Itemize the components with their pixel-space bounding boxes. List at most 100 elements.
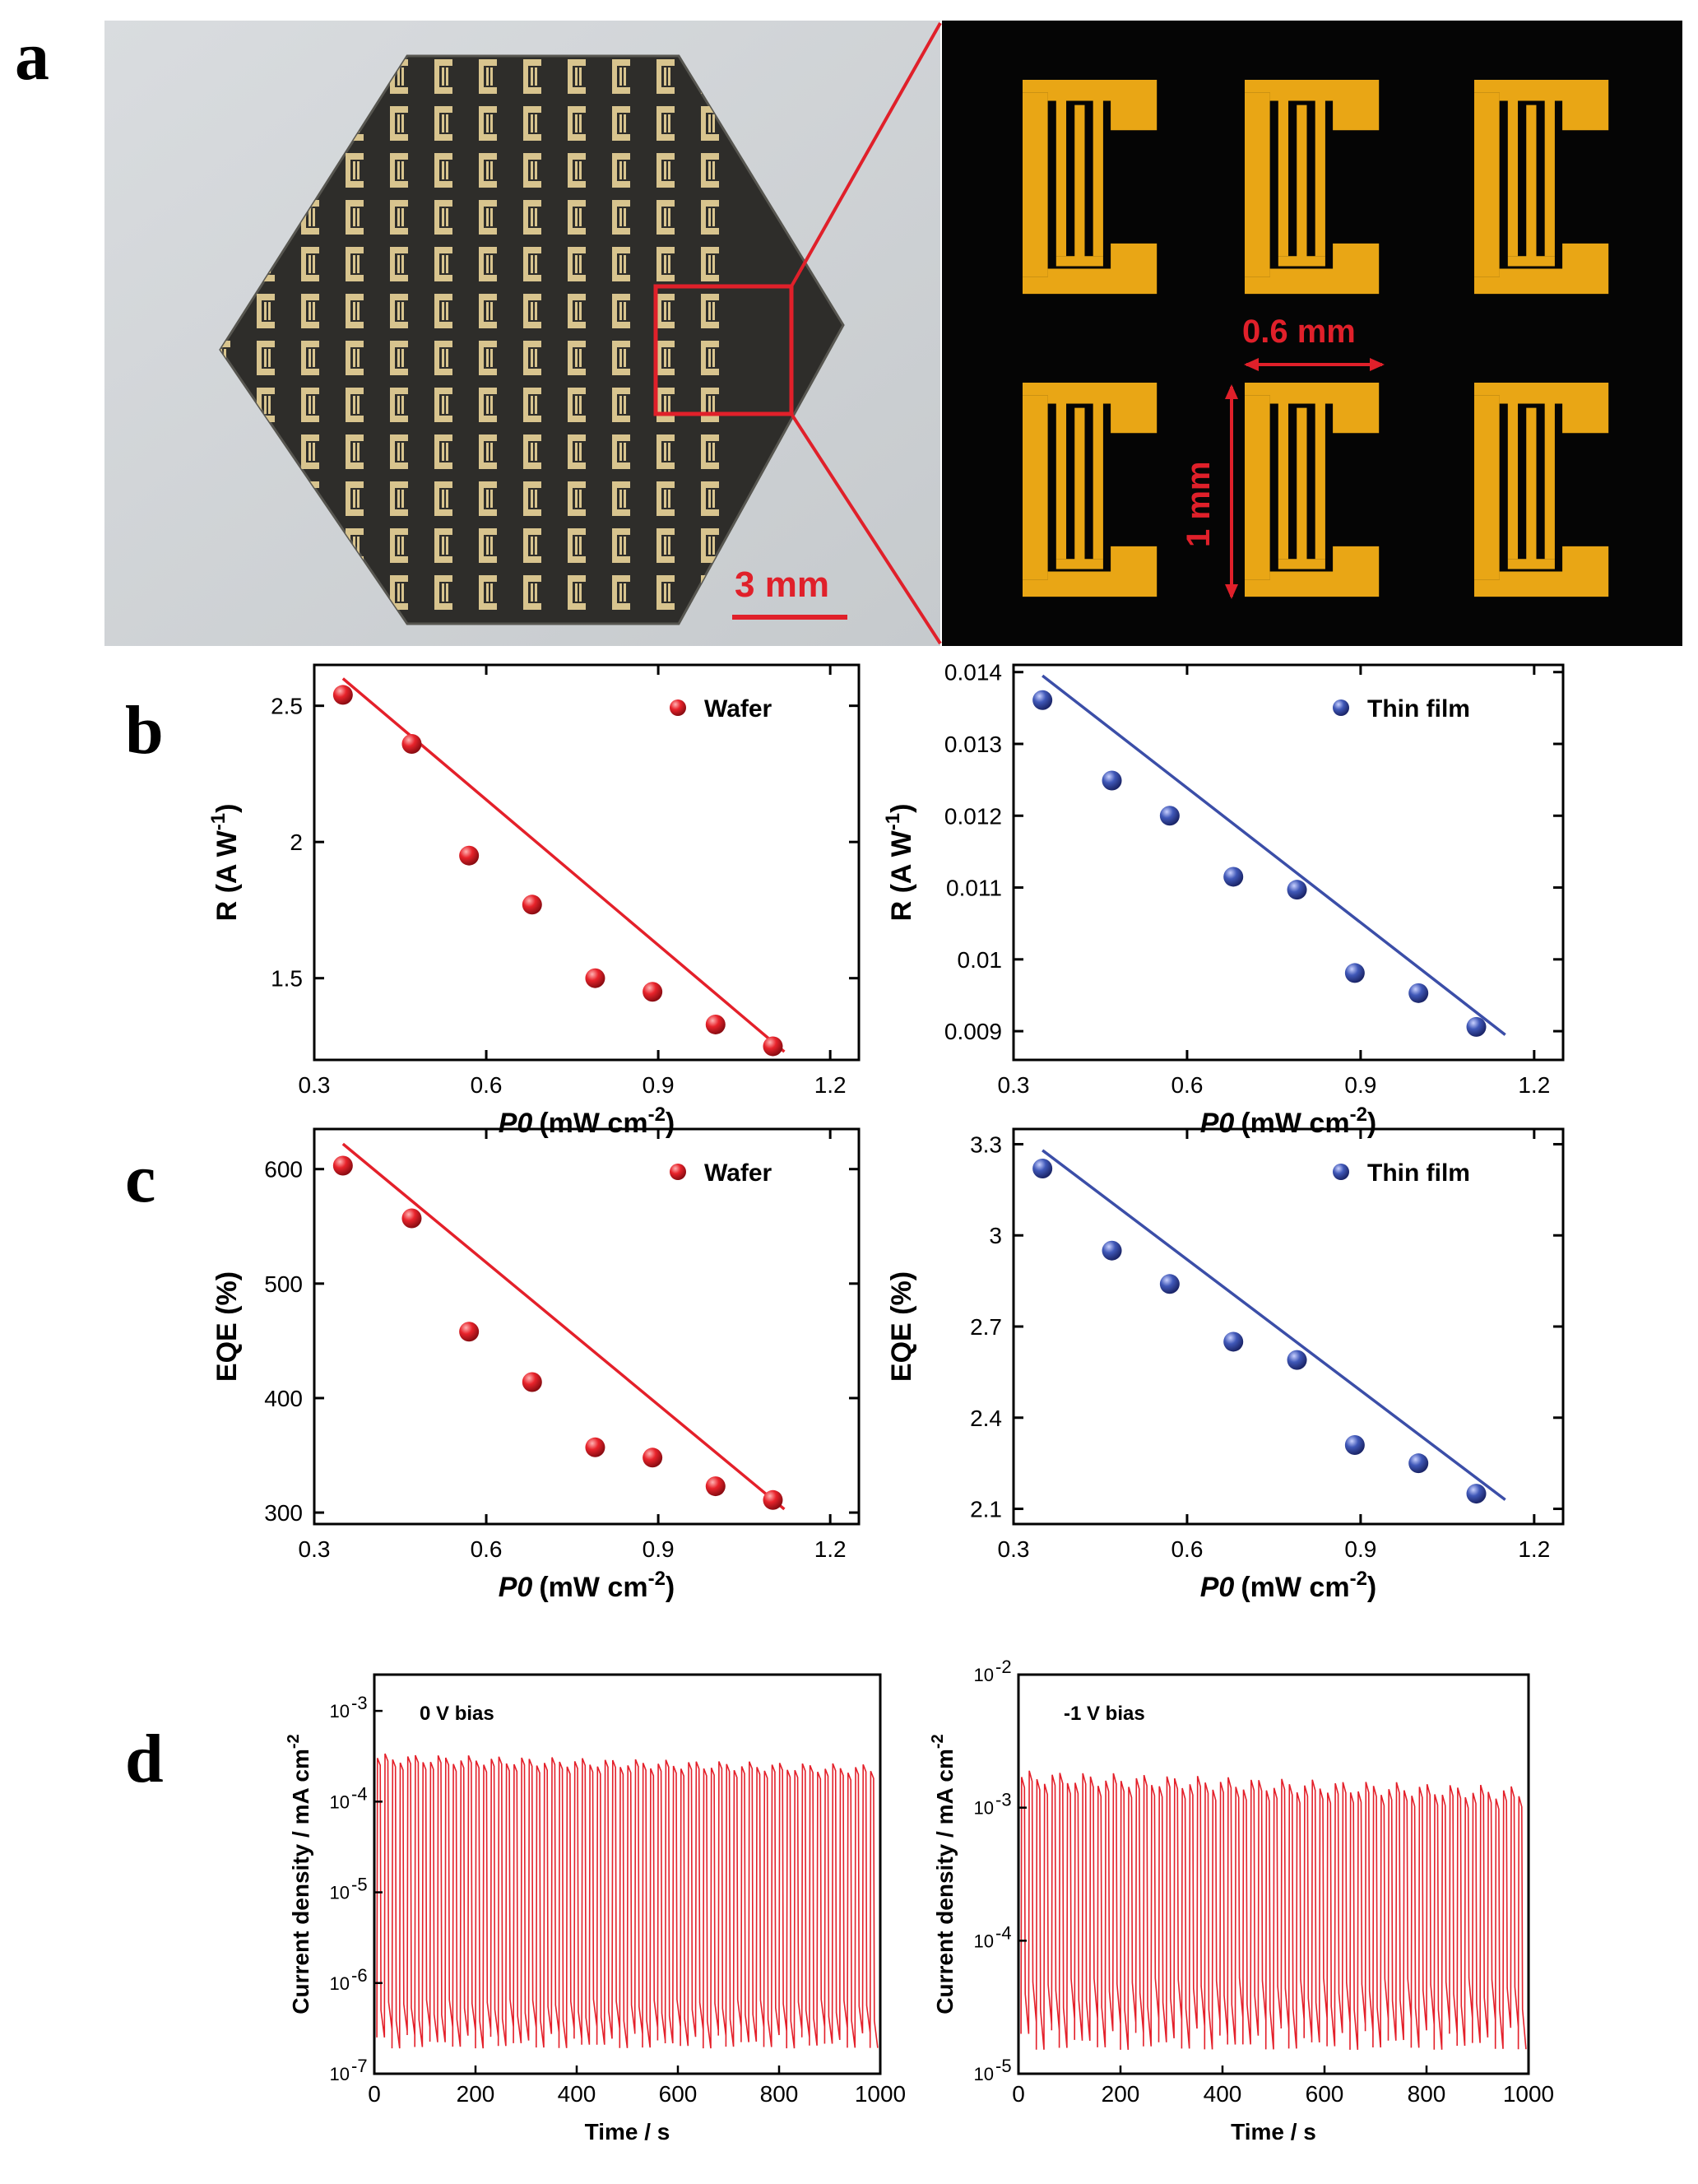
electrode-finger xyxy=(1245,80,1380,131)
wafer-pad-shape xyxy=(656,106,675,141)
y-axis-label: R (A W-1) xyxy=(882,804,917,922)
electrode-finger xyxy=(1474,92,1500,277)
wafer-pad xyxy=(701,200,719,235)
legend-marker xyxy=(670,699,686,716)
x-axis-label-close: ) xyxy=(1367,1108,1376,1139)
wafer-pad-shape xyxy=(479,341,497,375)
wafer-pad-finger xyxy=(708,114,711,132)
x-tick-label: 600 xyxy=(1306,2081,1344,2107)
y-axis-label-close: ) xyxy=(211,804,243,813)
wafer-pad xyxy=(434,153,452,188)
wafer-pad xyxy=(479,59,497,94)
wafer-pad-finger xyxy=(575,114,578,132)
legend-marker xyxy=(670,1164,686,1180)
wafer-pad-shape xyxy=(434,106,452,141)
photo-right: 0.6 mm 1 mm xyxy=(942,21,1682,646)
wafer-pad-shape xyxy=(346,153,364,188)
wafer-pad-finger xyxy=(575,396,578,414)
wafer-pad-finger xyxy=(442,396,444,414)
electrode-finger xyxy=(1074,105,1085,261)
wafer-pad xyxy=(656,481,675,516)
wafer-pad xyxy=(656,434,675,469)
wafer-pad-finger xyxy=(490,490,493,508)
y-axis-label-exponent: -1 xyxy=(882,813,904,830)
electrode-finger xyxy=(1074,407,1085,564)
scale-bar-label: 3 mm xyxy=(735,565,829,605)
wafer-pad-shape xyxy=(434,200,452,235)
wafer-pad xyxy=(523,106,541,141)
wafer-pad xyxy=(434,294,452,328)
wafer-pad-finger xyxy=(712,161,715,179)
wafer-pad-finger xyxy=(397,161,400,179)
wafer-pad-shape xyxy=(568,481,586,516)
wafer-pad-shape xyxy=(701,294,719,328)
wafer-pad-shape xyxy=(568,434,586,469)
electrode-finger xyxy=(1245,546,1380,597)
x-axis-label-exponent: -2 xyxy=(648,1104,666,1126)
wafer-pad-finger xyxy=(397,537,400,555)
wafer-pad-finger xyxy=(401,67,404,86)
wafer-pad-finger xyxy=(664,302,666,320)
wafer-pad-shape xyxy=(390,481,408,516)
wafer-pad-shape xyxy=(523,153,541,188)
wafer-pad-shape xyxy=(479,153,497,188)
wafer-pad-shape xyxy=(257,341,275,375)
wafer-pad-finger xyxy=(619,349,622,367)
legend-label: Wafer xyxy=(704,695,772,723)
wafer-pad xyxy=(656,106,675,141)
wafer-pad xyxy=(612,341,630,375)
wafer-pad xyxy=(434,481,452,516)
y-tick-label: 1.5 xyxy=(271,966,303,992)
wafer-pad-shape xyxy=(390,388,408,422)
y-tick-label: 0.01 xyxy=(958,947,1003,973)
wafer-pad xyxy=(434,59,452,94)
wafer-pad-finger xyxy=(353,490,355,508)
wafer-pad-finger xyxy=(486,537,489,555)
x-tick-label: 200 xyxy=(1102,2081,1140,2107)
wafer-pad-shape xyxy=(479,388,497,422)
wafer-pad-shape xyxy=(434,575,452,610)
y-tick-label: 0.014 xyxy=(944,660,1002,685)
wafer-pad xyxy=(612,59,630,94)
wafer-pad-finger xyxy=(490,255,493,273)
wafer-pad-finger xyxy=(442,302,444,320)
wafer-pad-shape xyxy=(656,528,675,563)
wafer-pad-shape xyxy=(390,528,408,563)
wafer-pad-shape xyxy=(523,575,541,610)
wafer-pad-finger xyxy=(712,114,715,132)
wafer-pad-finger xyxy=(309,255,311,273)
wafer-pad-shape xyxy=(523,341,541,375)
wafer-pad xyxy=(656,247,675,281)
wafer-pad-shape xyxy=(390,434,408,469)
y-tick-label: 500 xyxy=(264,1271,303,1297)
wafer-pad-finger xyxy=(401,161,404,179)
y-axis-label-exponent: -2 xyxy=(929,1734,947,1749)
electrode-finger xyxy=(1278,559,1325,569)
wafer-pad-finger xyxy=(397,208,400,226)
x-axis-label-unit: (mW cm xyxy=(1241,1108,1349,1139)
wafer-pad-shape xyxy=(390,341,408,375)
wafer-pad-finger xyxy=(442,349,444,367)
current-trace xyxy=(376,1753,879,2049)
wafer-pad-finger xyxy=(668,349,670,367)
wafer-pad xyxy=(701,434,719,469)
wafer-pad xyxy=(612,481,630,516)
wafer-pad xyxy=(390,575,408,610)
wafer-pad xyxy=(701,528,719,563)
wafer-pad-shape xyxy=(434,294,452,328)
legend-marker xyxy=(1333,699,1349,716)
wafer-pad-shape xyxy=(568,59,586,94)
wafer-pad-finger xyxy=(619,161,622,179)
wafer-pad-shape xyxy=(568,153,586,188)
wafer-pad-finger xyxy=(268,349,271,367)
wafer-pad-finger xyxy=(490,67,493,86)
wafer-pad xyxy=(479,434,497,469)
wafer-pad-finger xyxy=(442,443,444,461)
wafer-pad-finger xyxy=(579,114,582,132)
y-axis-label-exponent: -1 xyxy=(207,813,230,830)
wafer-pad xyxy=(434,247,452,281)
wafer-pad xyxy=(568,575,586,610)
wafer-pad-finger xyxy=(668,396,670,414)
panel-label-d: d xyxy=(125,1721,164,1797)
wafer-pad-shape xyxy=(434,247,452,281)
